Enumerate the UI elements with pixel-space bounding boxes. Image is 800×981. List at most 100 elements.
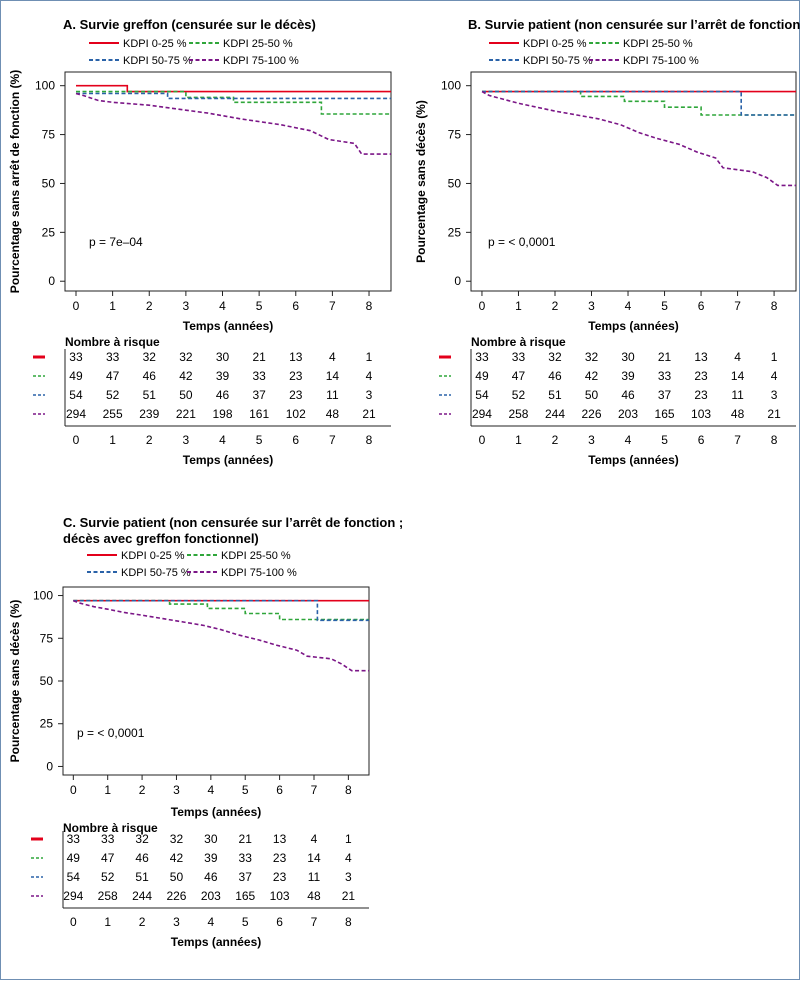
risk-cell: 46 (216, 388, 230, 402)
x-tick-label: 6 (292, 299, 299, 313)
risk-cell: 21 (362, 407, 376, 421)
y-tick-label: 50 (448, 176, 462, 190)
risk-cell: 244 (132, 889, 152, 903)
risk-cell: 49 (475, 369, 489, 383)
risk-cell: 48 (307, 889, 321, 903)
panel-b: B. Survie patient (non censurée sur l’ar… (414, 17, 800, 467)
risk-cell: 3 (345, 870, 352, 884)
risk-cell: 4 (771, 369, 778, 383)
x-tick-label: 3 (183, 299, 190, 313)
risk-cell: 47 (106, 369, 120, 383)
risk-cell: 54 (67, 870, 81, 884)
risk-cell: 239 (139, 407, 159, 421)
risk-time-label: 8 (771, 433, 778, 447)
y-tick-label: 100 (35, 79, 55, 93)
risk-cell: 54 (69, 388, 83, 402)
y-tick-label: 50 (40, 674, 54, 688)
risk-cell: 49 (69, 369, 83, 383)
y-tick-label: 100 (441, 79, 461, 93)
risk-cell: 32 (548, 350, 562, 364)
risk-cell: 13 (694, 350, 708, 364)
risk-cell: 4 (311, 832, 318, 846)
risk-cell: 161 (249, 407, 269, 421)
risk-cell: 14 (731, 369, 745, 383)
x-tick-label: 7 (311, 783, 318, 797)
survival-curve (76, 84, 391, 93)
p-value: p = 7e–04 (89, 235, 143, 249)
legend-label: KDPI 50-75 % (523, 55, 593, 67)
panel-title-line: B. Survie patient (non censurée sur l’ar… (468, 17, 800, 32)
risk-cell: 33 (67, 832, 81, 846)
risk-time-label: 7 (311, 915, 318, 929)
risk-cell: 33 (252, 369, 266, 383)
legend-label: KDPI 25-50 % (623, 38, 693, 50)
y-axis-label: Pourcentage sans décès (%) (414, 100, 428, 263)
risk-cell: 42 (585, 369, 599, 383)
risk-cell: 33 (475, 350, 489, 364)
risk-time-label: 8 (345, 915, 352, 929)
risk-cell: 39 (621, 369, 635, 383)
risk-cell: 226 (581, 407, 601, 421)
x-tick-label: 2 (552, 299, 559, 313)
risk-cell: 52 (512, 388, 526, 402)
risk-time-label: 2 (139, 915, 146, 929)
risk-cell: 46 (548, 369, 562, 383)
risk-time-label: 2 (552, 433, 559, 447)
risk-cell: 221 (176, 407, 196, 421)
survival-curve (73, 599, 369, 672)
risk-cell: 39 (204, 851, 218, 865)
x-tick-label: 5 (242, 783, 249, 797)
legend-label: KDPI 0-25 % (123, 38, 187, 50)
risk-cell: 258 (98, 889, 118, 903)
risk-cell: 21 (239, 832, 253, 846)
p-value: p = < 0,0001 (77, 726, 145, 740)
survival-curve (76, 90, 391, 115)
risk-cell: 37 (658, 388, 672, 402)
risk-cell: 294 (66, 407, 86, 421)
risk-cell: 42 (179, 369, 193, 383)
risk-cell: 4 (734, 350, 741, 364)
legend-label: KDPI 50-75 % (123, 55, 193, 67)
legend-label: KDPI 75-100 % (223, 55, 299, 67)
risk-cell: 33 (239, 851, 253, 865)
risk-cell: 51 (135, 870, 149, 884)
risk-time-label: 1 (515, 433, 522, 447)
risk-cell: 30 (204, 832, 218, 846)
risk-x-axis-label: Temps (années) (171, 935, 261, 949)
risk-cell: 49 (67, 851, 81, 865)
risk-cell: 48 (326, 407, 340, 421)
plot-frame (62, 586, 370, 776)
panel-title-line: décès avec greffon fonctionnel) (63, 531, 259, 546)
risk-cell: 32 (143, 350, 157, 364)
risk-cell: 54 (475, 388, 489, 402)
risk-time-label: 7 (734, 433, 741, 447)
risk-cell: 21 (767, 407, 781, 421)
p-value: p = < 0,0001 (488, 235, 556, 249)
survival-curve (73, 599, 369, 622)
x-tick-label: 3 (588, 299, 595, 313)
risk-cell: 21 (658, 350, 672, 364)
survival-curve (482, 90, 796, 116)
risk-cell: 33 (512, 350, 526, 364)
risk-x-axis-label: Temps (années) (588, 453, 678, 467)
risk-cell: 4 (366, 369, 373, 383)
x-tick-label: 8 (771, 299, 778, 313)
risk-time-label: 6 (276, 915, 283, 929)
risk-time-label: 0 (479, 433, 486, 447)
risk-cell: 50 (179, 388, 193, 402)
risk-cell: 11 (731, 388, 744, 402)
panel-a: A. Survie greffon (censurée sur le décès… (8, 17, 392, 467)
x-tick-label: 5 (661, 299, 668, 313)
x-tick-label: 0 (479, 299, 486, 313)
legend-label: KDPI 0-25 % (121, 550, 185, 562)
x-tick-label: 2 (139, 783, 146, 797)
risk-time-label: 5 (256, 433, 263, 447)
x-tick-label: 1 (104, 783, 111, 797)
risk-table-title: Nombre à risque (65, 335, 160, 349)
risk-time-label: 5 (242, 915, 249, 929)
legend-label: KDPI 25-50 % (223, 38, 293, 50)
risk-time-label: 3 (173, 915, 180, 929)
panel-title-line: A. Survie greffon (censurée sur le décès… (63, 17, 316, 32)
risk-cell: 102 (286, 407, 306, 421)
